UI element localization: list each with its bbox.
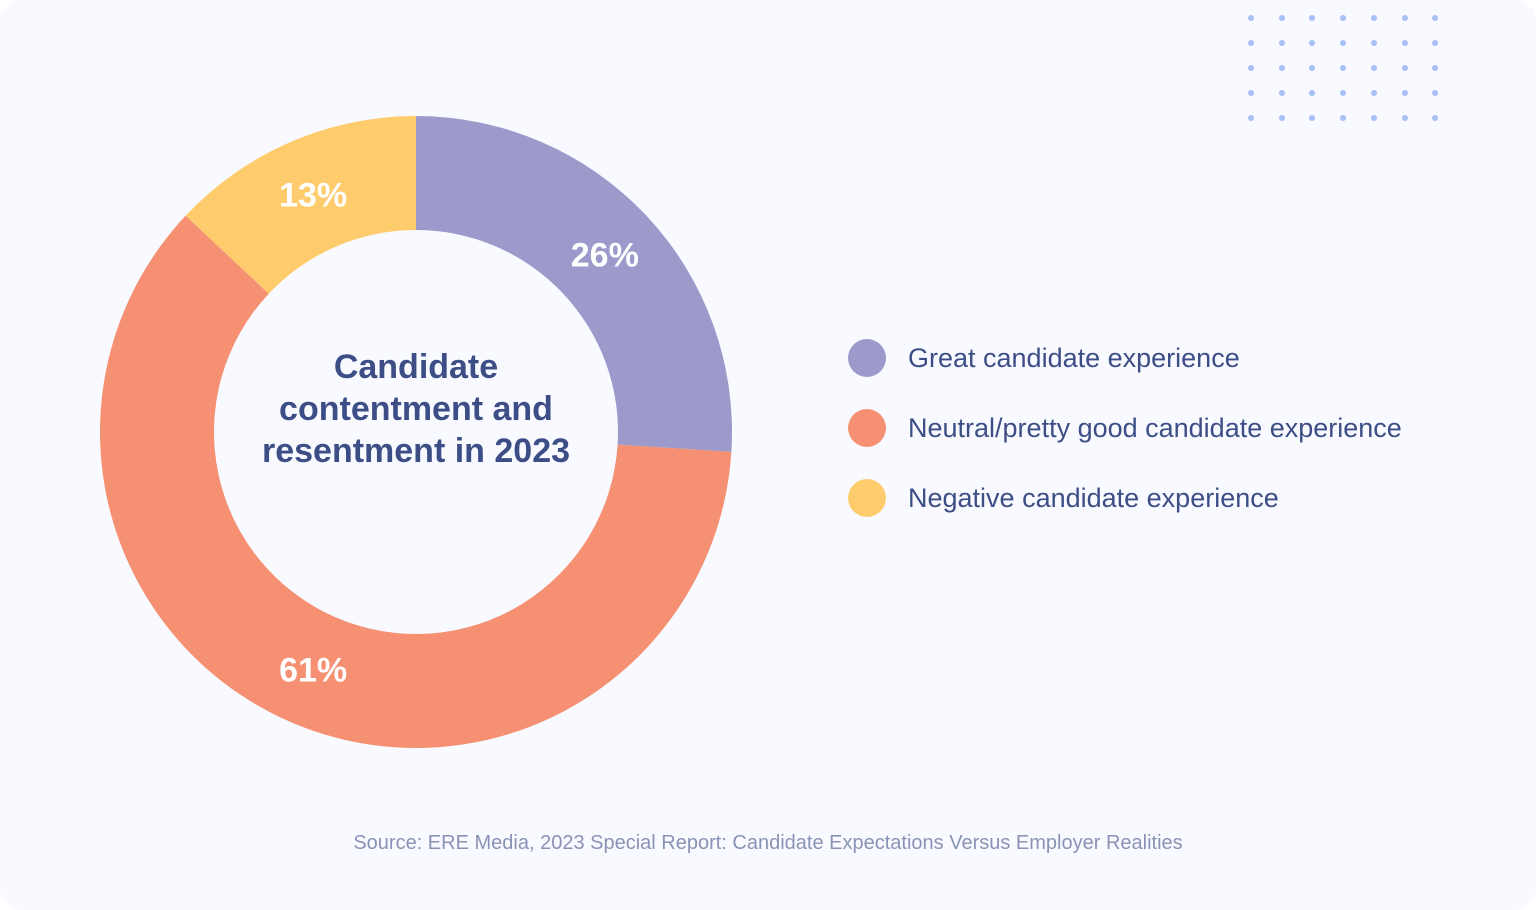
decorative-dot xyxy=(1309,115,1316,121)
decorative-dot xyxy=(1401,65,1408,71)
decorative-dot xyxy=(1432,115,1439,121)
decorative-dot-grid xyxy=(1248,15,1448,130)
decorative-dot xyxy=(1401,15,1408,21)
decorative-dot xyxy=(1248,115,1254,121)
decorative-dot xyxy=(1370,90,1377,96)
legend-item: Great candidate experience xyxy=(848,338,1402,378)
data-label: 26% xyxy=(571,237,639,275)
decorative-dot xyxy=(1432,15,1439,21)
decorative-dot xyxy=(1370,15,1377,21)
donut-slice xyxy=(100,215,732,749)
legend-swatch xyxy=(848,479,886,517)
decorative-dot xyxy=(1370,40,1377,46)
legend: Great candidate experience Neutral/prett… xyxy=(848,338,1402,548)
chart-title: Candidate contentment and resentment in … xyxy=(261,348,571,470)
decorative-dot xyxy=(1340,15,1347,21)
source-note: Source: ERE Media, 2023 Special Report: … xyxy=(353,832,1183,854)
legend-label: Great candidate experience xyxy=(908,342,1240,373)
decorative-dot xyxy=(1401,90,1408,96)
decorative-dot xyxy=(1248,15,1254,21)
decorative-dot xyxy=(1432,65,1439,71)
decorative-dot xyxy=(1248,65,1254,71)
decorative-dot xyxy=(1278,65,1285,71)
legend-swatch xyxy=(848,339,886,377)
donut-slice xyxy=(185,116,416,294)
decorative-dot xyxy=(1309,65,1316,71)
decorative-dot xyxy=(1340,90,1347,96)
decorative-dot xyxy=(1278,15,1285,21)
decorative-dot xyxy=(1248,40,1254,46)
decorative-dot xyxy=(1278,90,1285,96)
decorative-dot xyxy=(1401,115,1408,121)
legend-swatch xyxy=(848,409,886,447)
legend-label: Neutral/pretty good candidate experience xyxy=(908,412,1402,443)
decorative-dot xyxy=(1278,40,1285,46)
donut-slice xyxy=(416,116,732,452)
decorative-dot xyxy=(1432,90,1439,96)
data-label: 13% xyxy=(279,176,347,214)
legend-item: Neutral/pretty good candidate experience xyxy=(848,408,1402,448)
decorative-dot xyxy=(1370,65,1377,71)
data-label: 61% xyxy=(279,652,347,690)
decorative-dot xyxy=(1309,15,1316,21)
decorative-dot xyxy=(1370,115,1377,121)
decorative-dot xyxy=(1340,40,1347,46)
decorative-dot xyxy=(1401,40,1408,46)
legend-label: Negative candidate experience xyxy=(908,482,1279,513)
decorative-dot xyxy=(1309,40,1316,46)
decorative-dot xyxy=(1432,40,1439,46)
decorative-dot xyxy=(1278,115,1285,121)
legend-item: Negative candidate experience xyxy=(848,478,1402,518)
decorative-dot xyxy=(1340,115,1347,121)
decorative-dot xyxy=(1248,90,1254,96)
decorative-dot xyxy=(1309,90,1316,96)
decorative-dot xyxy=(1340,65,1347,71)
